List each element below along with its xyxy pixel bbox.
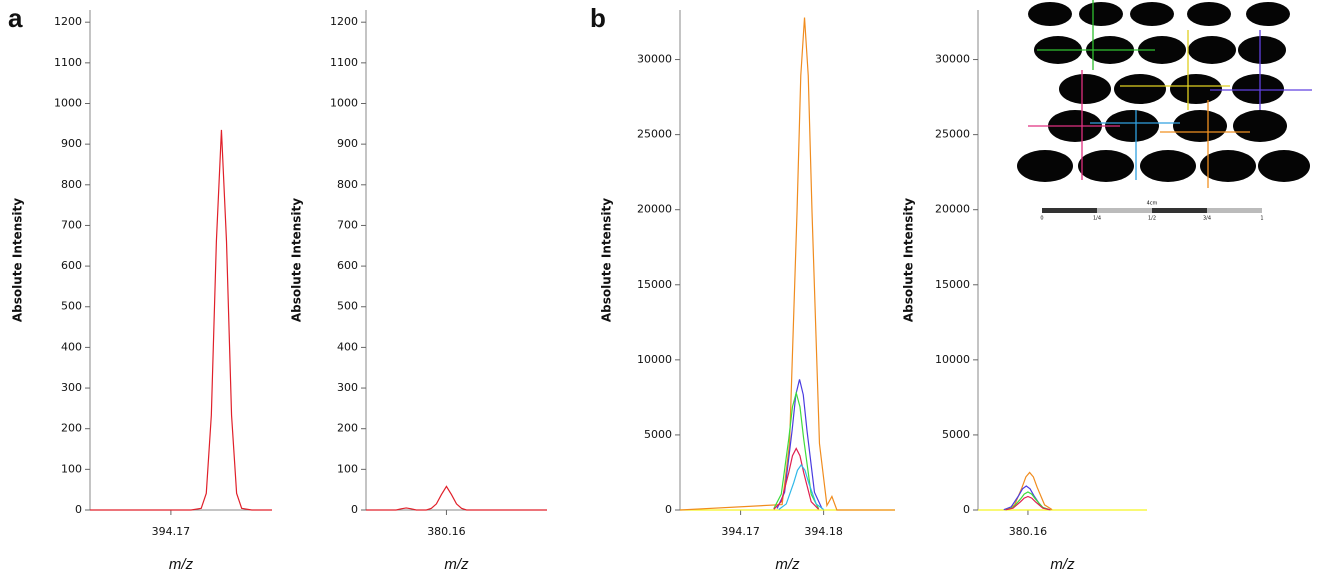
x-axis-label: m/z bbox=[444, 556, 469, 573]
y-tick-label: 700 bbox=[337, 218, 358, 231]
x-axis-label: m/z bbox=[1050, 556, 1075, 573]
y-tick-label: 10000 bbox=[935, 353, 970, 366]
y-tick-label: 1200 bbox=[330, 15, 358, 28]
y-axis-label: Absolute Intensity bbox=[600, 198, 614, 322]
series-line bbox=[1006, 471, 1053, 511]
y-tick-label: 500 bbox=[337, 300, 358, 313]
scale-tick-label: 1 bbox=[1260, 216, 1263, 222]
y-tick-label: 15000 bbox=[935, 278, 970, 291]
scale-tick-label: 0 bbox=[1040, 216, 1043, 222]
y-tick-label: 0 bbox=[963, 503, 970, 516]
y-tick-label: 5000 bbox=[942, 428, 970, 441]
panel-label: a bbox=[8, 3, 23, 33]
series-line bbox=[778, 463, 824, 510]
scale-tick-label: 3/4 bbox=[1203, 216, 1211, 222]
y-tick-label: 1100 bbox=[330, 56, 358, 69]
y-tick-label: 100 bbox=[337, 462, 358, 475]
y-tick-label: 20000 bbox=[637, 203, 672, 216]
y-tick-label: 400 bbox=[61, 340, 82, 353]
y-tick-label: 5000 bbox=[644, 428, 672, 441]
y-tick-label: 30000 bbox=[935, 53, 970, 66]
scale-tick-label: 1/2 bbox=[1148, 216, 1156, 222]
series-line bbox=[1005, 491, 1051, 511]
y-tick-label: 300 bbox=[61, 381, 82, 394]
scale-bar bbox=[1097, 208, 1152, 213]
y-tick-label: 25000 bbox=[637, 128, 672, 141]
series-line bbox=[366, 485, 547, 511]
y-tick-label: 20000 bbox=[935, 203, 970, 216]
y-tick-label: 300 bbox=[337, 381, 358, 394]
y-tick-label: 30000 bbox=[637, 53, 672, 66]
y-tick-label: 900 bbox=[61, 137, 82, 150]
y-tick-label: 100 bbox=[61, 462, 82, 475]
y-tick-label: 200 bbox=[61, 422, 82, 435]
series-line bbox=[773, 390, 820, 509]
series-line bbox=[90, 129, 272, 511]
y-tick-label: 0 bbox=[351, 503, 358, 516]
chart-panel: 0 5000 10000 15000 20000 25000 30000 380.16 Abso… bbox=[902, 10, 1147, 573]
scale-label: 4cm bbox=[1147, 201, 1158, 207]
scale-bar bbox=[1042, 208, 1097, 213]
y-tick-label: 25000 bbox=[935, 128, 970, 141]
x-tick-label: 394.17 bbox=[152, 525, 191, 538]
x-axis-label: m/z bbox=[775, 556, 800, 573]
chart-panel: 0 100 200 300 400 500 600 700 800 900 1000 1100 1200… bbox=[8, 3, 272, 573]
y-tick-label: 15000 bbox=[637, 278, 672, 291]
y-tick-label: 800 bbox=[337, 178, 358, 191]
y-axis-label: Absolute Intensity bbox=[11, 198, 25, 322]
series-line bbox=[1005, 495, 1051, 511]
y-tick-label: 600 bbox=[337, 259, 358, 272]
series-line bbox=[776, 379, 823, 509]
crosshairs bbox=[1028, 0, 1312, 188]
scale-bar bbox=[1152, 208, 1207, 213]
y-tick-label: 0 bbox=[75, 503, 82, 516]
chart-panel: 0 100 200 300 400 500 600 700 800 900 1000 1100 1200… bbox=[290, 10, 547, 573]
y-tick-label: 500 bbox=[61, 300, 82, 313]
y-tick-label: 1100 bbox=[54, 56, 82, 69]
y-tick-label: 1200 bbox=[54, 15, 82, 28]
y-tick-label: 1000 bbox=[54, 96, 82, 109]
y-tick-label: 800 bbox=[61, 178, 82, 191]
y-tick-label: 1000 bbox=[330, 96, 358, 109]
y-tick-label: 900 bbox=[337, 137, 358, 150]
y-tick-label: 200 bbox=[337, 422, 358, 435]
panel-label: b bbox=[590, 3, 606, 33]
y-axis-label: Absolute Intensity bbox=[902, 198, 916, 322]
brain-slices bbox=[1017, 2, 1310, 182]
y-tick-label: 700 bbox=[61, 218, 82, 231]
x-tick-label: 394.18 bbox=[804, 525, 843, 538]
y-tick-label: 10000 bbox=[637, 353, 672, 366]
scale-ticks: 0 1/4 1/2 3/4 1 bbox=[1040, 216, 1263, 222]
y-axis-label: Absolute Intensity bbox=[290, 198, 304, 322]
x-tick-label: 394.17 bbox=[721, 525, 760, 538]
scale-tick-label: 1/4 bbox=[1093, 216, 1101, 222]
y-tick-label: 600 bbox=[61, 259, 82, 272]
series-line bbox=[773, 447, 820, 510]
series-line bbox=[679, 17, 895, 511]
x-tick-label: 380.16 bbox=[1009, 525, 1048, 538]
inset-image: 4cm 0 1/4 1/2 3/4 1 bbox=[1012, 0, 1312, 226]
y-tick-label: 400 bbox=[337, 340, 358, 353]
x-axis-label: m/z bbox=[169, 556, 194, 573]
scale-bar bbox=[1207, 208, 1262, 213]
y-tick-label: 0 bbox=[665, 503, 672, 516]
x-tick-label: 380.16 bbox=[427, 525, 466, 538]
chart-panel: 0 5000 10000 15000 20000 25000 30000 394.17 394.… bbox=[590, 3, 895, 573]
